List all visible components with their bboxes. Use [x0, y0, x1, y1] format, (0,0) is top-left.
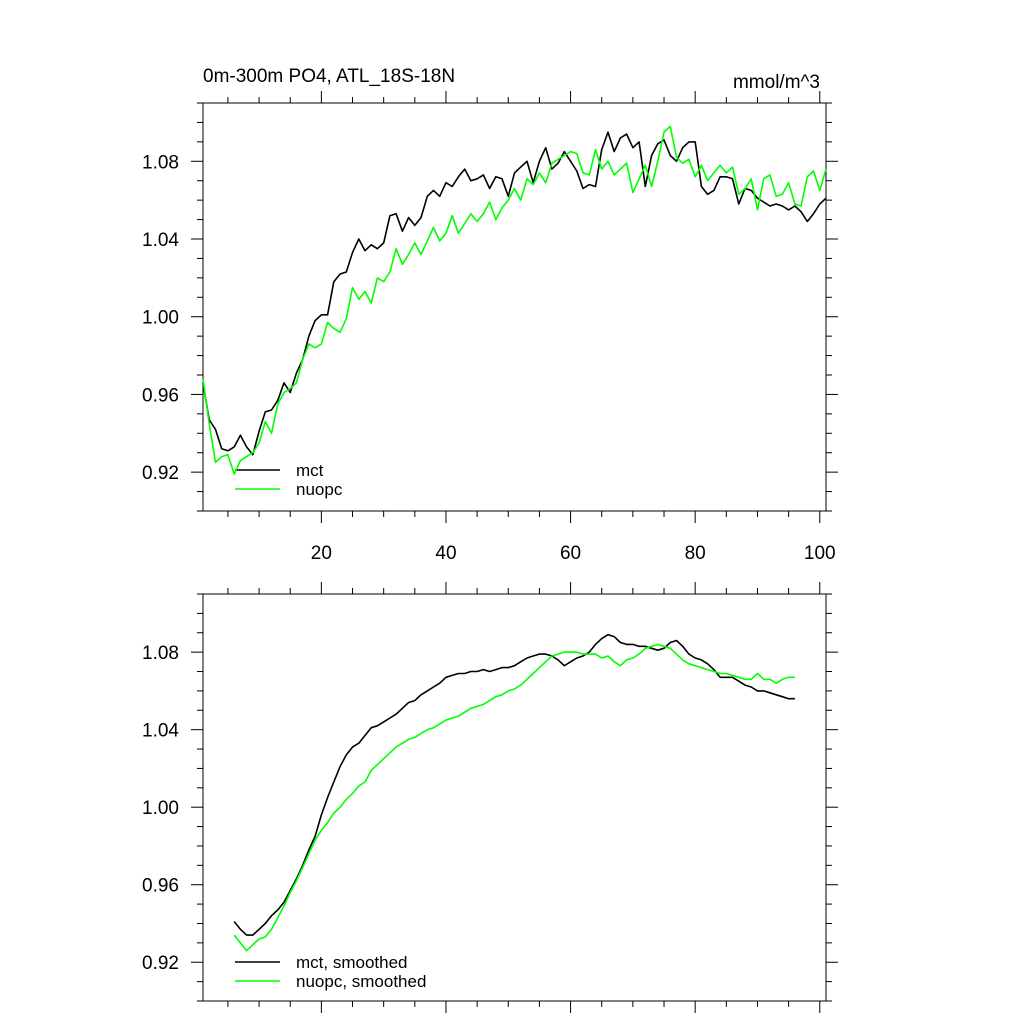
- legend-label: nuopc, smoothed: [296, 972, 426, 991]
- y-tick-label: 1.04: [142, 230, 179, 251]
- legend-label: mct: [296, 461, 324, 480]
- x-tick-label: 20: [311, 543, 332, 564]
- plot-frame: [202, 593, 827, 1002]
- y-tick-label: 0.96: [142, 385, 179, 406]
- y-tick-label: 1.00: [142, 308, 179, 329]
- top-panel: 0m-300m PO4, ATL_18S-18N mmol/m^3 0.92 0.…: [142, 66, 838, 564]
- x-tick-label: 60: [560, 543, 581, 564]
- legend-label: nuopc: [296, 480, 343, 499]
- series-line-mct: [202, 131, 827, 456]
- y-tick-label: 0.92: [142, 463, 179, 484]
- y-tick-label: 1.08: [142, 152, 179, 173]
- series-line-mct-smoothed: [233, 633, 795, 936]
- x-tick-label: 100: [804, 543, 836, 564]
- y-tick-label: 1.04: [142, 721, 179, 742]
- y-tick-label: 0.96: [142, 876, 179, 897]
- series-line-nuopc: [202, 125, 827, 475]
- y-tick-label: 1.08: [142, 643, 179, 664]
- units-label: mmol/m^3: [733, 72, 820, 93]
- series-line-nuopc-smoothed: [233, 643, 795, 952]
- bottom-panel: 0.92 0.96 1.00 1.04 1.08 mct, smoothednuopc, …: [142, 582, 838, 1013]
- y-tick-label: 1.00: [142, 798, 179, 819]
- plot-frame: [202, 102, 827, 512]
- y-tick-label: 0.92: [142, 953, 179, 974]
- x-tick-label: 40: [435, 543, 456, 564]
- chart-title: 0m-300m PO4, ATL_18S-18N: [203, 66, 455, 87]
- legend-label: mct, smoothed: [296, 953, 408, 972]
- x-tick-label: 80: [685, 543, 706, 564]
